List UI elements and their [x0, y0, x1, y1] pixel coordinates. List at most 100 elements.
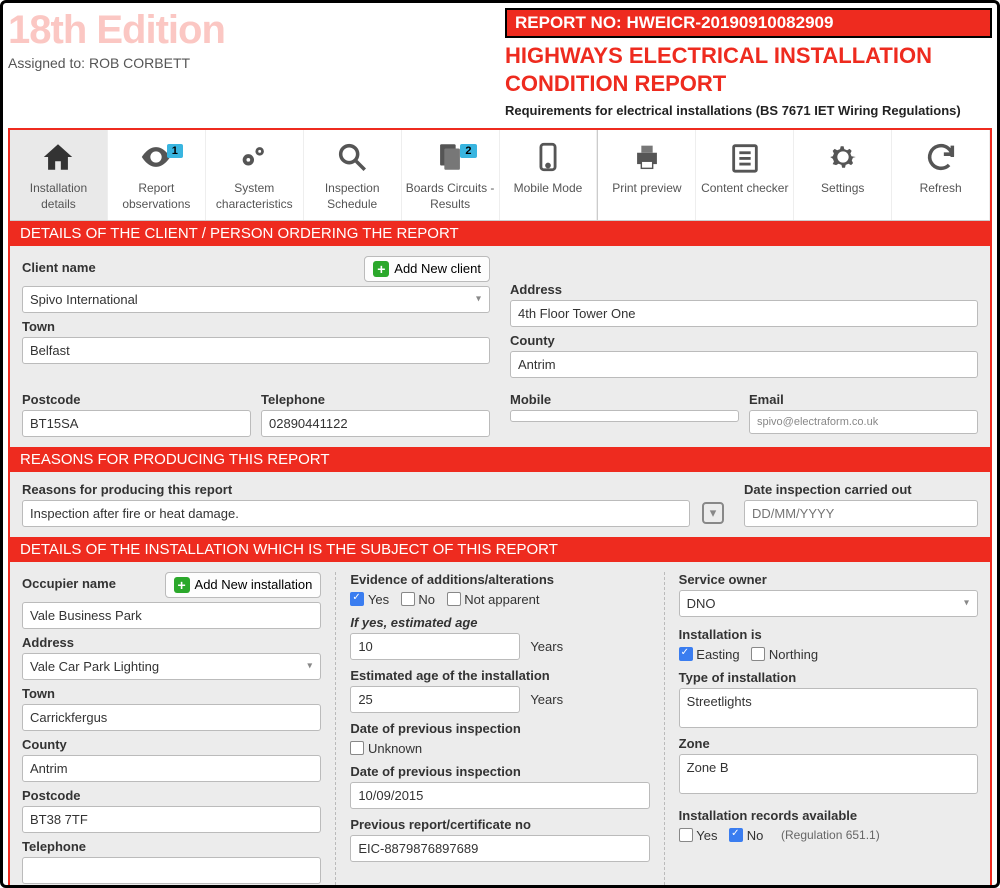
install-county-label: County	[22, 737, 321, 752]
tab-mobile-mode[interactable]: Mobile Mode	[500, 130, 598, 220]
section-body-client: Client name +Add New client Spivo Intern…	[10, 246, 990, 447]
records-no-checkbox[interactable]	[729, 828, 743, 842]
type-input[interactable]: Streetlights	[679, 688, 978, 728]
tab-content-checker[interactable]: Content checker	[696, 130, 794, 220]
easting-checkbox[interactable]	[679, 647, 693, 661]
mobile-input[interactable]	[510, 410, 739, 422]
checklist-icon	[700, 140, 789, 176]
service-owner-select[interactable]: DNO	[679, 590, 978, 617]
occupier-input[interactable]: Vale Business Park	[22, 602, 321, 629]
assigned-to: Assigned to: ROB CORBETT	[8, 55, 495, 71]
telephone-input[interactable]: 02890441122	[261, 410, 490, 437]
evidence-label: Evidence of additions/alterations	[350, 572, 649, 587]
install-is-label: Installation is	[679, 627, 978, 642]
email-input[interactable]: spivo@electraform.co.uk	[749, 410, 978, 434]
tab-label: System characteristics	[216, 181, 293, 211]
records-no-label: No	[747, 828, 764, 843]
reason-input[interactable]: Inspection after fire or heat damage.	[22, 500, 690, 527]
records-yes-label: Yes	[696, 828, 717, 843]
ifyes-input[interactable]: 10	[350, 633, 520, 660]
years-label2: Years	[530, 692, 563, 707]
tab-label: Mobile Mode	[514, 181, 583, 195]
print-icon	[602, 140, 691, 176]
estage-input[interactable]: 25	[350, 686, 520, 713]
assigned-label: Assigned to:	[8, 55, 85, 71]
occupier-label: Occupier name	[22, 576, 116, 591]
northing-label: Northing	[769, 647, 818, 662]
type-label: Type of installation	[679, 670, 978, 685]
prevreport-input[interactable]: EIC-8879876897689	[350, 835, 649, 862]
install-address-select[interactable]: Vale Car Park Lighting	[22, 653, 321, 680]
easting-label: Easting	[696, 647, 739, 662]
install-telephone-input[interactable]	[22, 857, 321, 884]
section-body-installation: Occupier name +Add New installation Vale…	[10, 562, 990, 888]
plus-icon: +	[174, 577, 190, 593]
tab-installation-details[interactable]: Installation details	[10, 130, 108, 220]
title-line1: HIGHWAYS ELECTRICAL INSTALLATION	[505, 43, 932, 68]
regulation-text: (Regulation 651.1)	[781, 828, 880, 842]
county-label: County	[510, 333, 978, 348]
town-input[interactable]: Belfast	[22, 337, 490, 364]
tab-system-characteristics[interactable]: System characteristics	[206, 130, 304, 220]
tab-print-preview[interactable]: Print preview	[597, 130, 696, 220]
evidence-no-label: No	[418, 592, 435, 607]
report-title: HIGHWAYS ELECTRICAL INSTALLATION CONDITI…	[505, 42, 992, 97]
install-postcode-input[interactable]: BT38 7TF	[22, 806, 321, 833]
home-icon	[14, 140, 103, 176]
telephone-label: Telephone	[261, 392, 490, 407]
section-header-installation: DETAILS OF THE INSTALLATION WHICH IS THE…	[10, 537, 990, 562]
tab-label: Print preview	[612, 181, 681, 195]
badge: 1	[167, 144, 183, 158]
edition-title: 18th Edition	[8, 8, 495, 53]
postcode-input[interactable]: BT15SA	[22, 410, 251, 437]
records-label: Installation records available	[679, 808, 978, 823]
date-inspection-input[interactable]	[744, 500, 978, 527]
tab-refresh[interactable]: Refresh	[892, 130, 990, 220]
add-client-label: Add New client	[394, 261, 481, 276]
address-label: Address	[510, 282, 978, 297]
reason-dropdown-toggle[interactable]: ▾	[702, 502, 724, 524]
section-header-client: DETAILS OF THE CLIENT / PERSON ORDERING …	[10, 221, 990, 246]
add-new-installation-button[interactable]: +Add New installation	[165, 572, 322, 598]
evidence-yes-checkbox[interactable]	[350, 592, 364, 606]
address-input[interactable]: 4th Floor Tower One	[510, 300, 978, 327]
report-no-value: HWEICR-20190910082909	[626, 13, 833, 32]
app-window: 18th Edition Assigned to: ROB CORBETT RE…	[0, 0, 1000, 888]
zone-input[interactable]: Zone B	[679, 754, 978, 794]
ifyes-label: If yes, estimated age	[350, 615, 649, 630]
northing-checkbox[interactable]	[751, 647, 765, 661]
county-input[interactable]: Antrim	[510, 351, 978, 378]
tab-label: Inspection Schedule	[325, 181, 380, 211]
client-name-value: Spivo International	[30, 292, 138, 307]
install-town-label: Town	[22, 686, 321, 701]
dateprev1-label: Date of previous inspection	[350, 721, 649, 736]
install-left: Occupier name +Add New installation Vale…	[22, 572, 321, 888]
dateprev2-input[interactable]: 10/09/2015	[350, 782, 649, 809]
evidence-no-checkbox[interactable]	[401, 592, 415, 606]
install-middle: Evidence of additions/alterations Yes No…	[335, 572, 649, 888]
report-no-label: REPORT NO:	[515, 13, 622, 32]
tab-settings[interactable]: Settings	[794, 130, 892, 220]
evidence-na-checkbox[interactable]	[447, 592, 461, 606]
client-name-select[interactable]: Spivo International	[22, 286, 490, 313]
section-header-reasons: REASONS FOR PRODUCING THIS REPORT	[10, 447, 990, 472]
tab-boards-circuits[interactable]: 2 Boards Circuits - Results	[402, 130, 500, 220]
mobile-icon	[504, 140, 593, 176]
tab-report-observations[interactable]: 1 Report observations	[108, 130, 206, 220]
unknown-checkbox[interactable]	[350, 741, 364, 755]
reason-label: Reasons for producing this report	[22, 482, 724, 497]
service-owner-label: Service owner	[679, 572, 978, 587]
add-new-client-button[interactable]: +Add New client	[364, 256, 490, 282]
mobile-label: Mobile	[510, 392, 739, 407]
search-icon	[308, 140, 397, 176]
records-yes-checkbox[interactable]	[679, 828, 693, 842]
install-telephone-label: Telephone	[22, 839, 321, 854]
tab-label: Boards Circuits - Results	[406, 181, 495, 211]
tab-label: Report observations	[122, 181, 190, 211]
dateprev2-label: Date of previous inspection	[350, 764, 649, 779]
years-label: Years	[530, 639, 563, 654]
tab-inspection-schedule[interactable]: Inspection Schedule	[304, 130, 402, 220]
assigned-name: ROB CORBETT	[89, 55, 190, 71]
install-town-input[interactable]: Carrickfergus	[22, 704, 321, 731]
install-county-input[interactable]: Antrim	[22, 755, 321, 782]
